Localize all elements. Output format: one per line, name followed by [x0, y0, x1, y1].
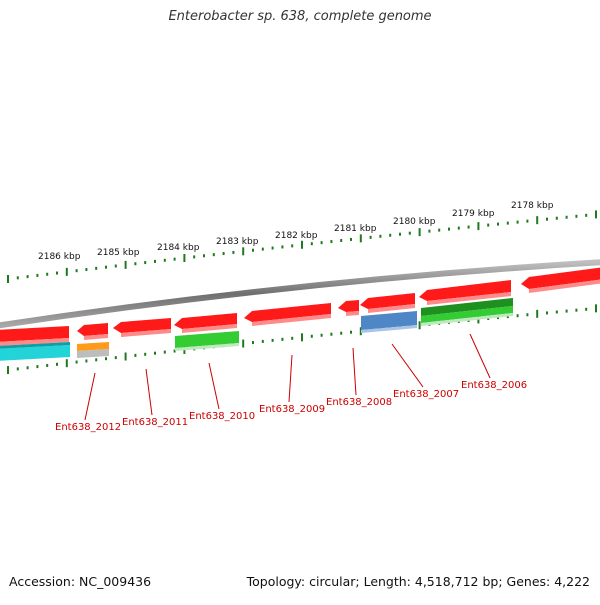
gene-feature	[421, 306, 513, 323]
leader-line	[391, 343, 424, 388]
scale-label: 2178 kbp	[511, 201, 554, 211]
scale-label: 2183 kbp	[216, 237, 259, 247]
gene-feature	[175, 343, 239, 351]
scale-labels: 2186 kbp 2185 kbp 2184 kbp 2183 kbp 2182…	[38, 201, 554, 262]
gene-feature	[244, 303, 331, 322]
gene-feature	[427, 292, 511, 305]
gene-feature	[346, 311, 359, 316]
gene-feature	[0, 338, 69, 346]
gene-labels: Ent638_2012 Ent638_2011 Ent638_2010 Ent6…	[55, 380, 527, 433]
gene-feature	[0, 342, 70, 349]
gene-feature	[182, 324, 237, 333]
gene-feature	[360, 293, 415, 309]
gene-label: Ent638_2011	[122, 417, 188, 428]
accession-text: Accession: NC_009436	[9, 574, 152, 589]
gene-feature	[529, 279, 600, 293]
scale-label: 2184 kbp	[157, 243, 200, 253]
gene-feature	[77, 349, 109, 358]
gene-label: Ent638_2006	[461, 380, 527, 391]
leader-line	[208, 362, 220, 410]
gene-label: Ent638_2008	[326, 397, 392, 408]
leader-line	[145, 368, 153, 416]
gene-feature	[77, 342, 109, 351]
gene-label: Ent638_2010	[189, 411, 255, 422]
gene-feature	[113, 318, 171, 333]
gene-feature	[361, 325, 417, 333]
gene-label: Ent638_2009	[259, 404, 325, 415]
leader-line	[352, 347, 357, 396]
gene-feature	[252, 314, 331, 326]
gene-feature	[77, 323, 108, 336]
scale-label: 2186 kbp	[38, 252, 81, 262]
gene-feature	[174, 313, 237, 329]
gene-label: Ent638_2012	[55, 422, 121, 433]
genome-summary-text: Topology: circular; Length: 4,518,712 bp…	[246, 574, 590, 589]
gene-feature	[0, 345, 70, 361]
genome-backbone	[0, 259, 600, 329]
gene-label: Ent638_2007	[393, 389, 459, 400]
gene-feature	[368, 304, 415, 313]
gene-feature	[0, 326, 69, 342]
map-title: Enterobacter sp. 638, complete genome	[168, 9, 432, 24]
gene-feature	[421, 298, 513, 316]
scale-label: 2185 kbp	[97, 248, 140, 258]
scale-label: 2181 kbp	[334, 224, 377, 234]
outer-scale-ticks	[7, 210, 597, 284]
scale-label: 2179 kbp	[452, 209, 495, 219]
gene-feature	[84, 334, 108, 340]
gene-feature	[421, 313, 513, 326]
gene-feature	[121, 329, 171, 337]
gene-feature	[175, 331, 239, 348]
forward-strand-genes	[0, 267, 600, 346]
label-leaders	[84, 333, 491, 421]
leader-line	[469, 333, 491, 379]
gene-feature	[419, 280, 511, 301]
leader-line	[288, 354, 293, 403]
leader-line	[84, 372, 96, 421]
reverse-strand-genes	[0, 298, 513, 361]
gene-feature	[338, 300, 359, 312]
gene-feature	[521, 267, 600, 289]
scale-label: 2182 kbp	[275, 231, 318, 241]
gene-feature	[361, 311, 417, 330]
scale-label: 2180 kbp	[393, 217, 436, 227]
